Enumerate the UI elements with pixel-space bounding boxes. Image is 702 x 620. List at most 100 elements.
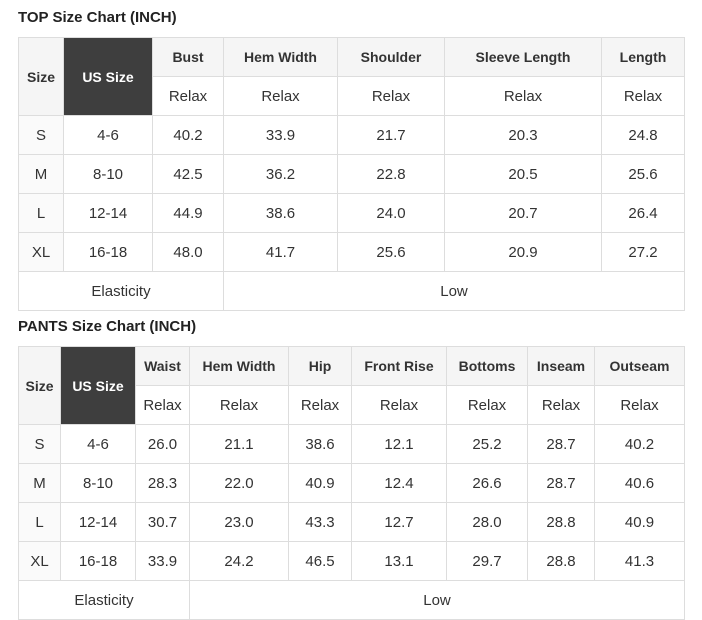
value-cell: 24.0	[337, 193, 445, 233]
column-header: Hem Width	[223, 37, 338, 77]
value-cell: 22.0	[189, 463, 289, 503]
pants-size-header-cell: Size	[18, 346, 61, 425]
column-header: Sleeve Length	[444, 37, 602, 77]
value-cell: 43.3	[288, 502, 352, 542]
column-header: Hem Width	[189, 346, 289, 386]
column-header: Outseam	[594, 346, 685, 386]
us-size-cell: 8-10	[63, 154, 153, 194]
value-cell: 38.6	[223, 193, 338, 233]
relax-cell: Relax	[351, 385, 447, 425]
value-cell: 25.6	[601, 154, 685, 194]
value-cell: 28.8	[527, 541, 595, 581]
top-size-table: Size US Size Bust Hem Width Shoulder Sle…	[18, 37, 685, 311]
table-row: S 4-6 40.2 33.9 21.7 20.3 24.8	[18, 115, 685, 155]
us-size-cell: 8-10	[60, 463, 136, 503]
table-row: L 12-14 30.7 23.0 43.3 12.7 28.0 28.8 40…	[18, 502, 685, 542]
size-cell: XL	[18, 541, 61, 581]
value-cell: 46.5	[288, 541, 352, 581]
relax-cell: Relax	[444, 76, 602, 116]
value-cell: 40.2	[152, 115, 224, 155]
column-header: Inseam	[527, 346, 595, 386]
value-cell: 27.2	[601, 232, 685, 272]
column-header: Hip	[288, 346, 352, 386]
table-row: M 8-10 42.5 36.2 22.8 20.5 25.6	[18, 154, 685, 194]
value-cell: 41.3	[594, 541, 685, 581]
value-cell: 29.7	[446, 541, 528, 581]
value-cell: 21.7	[337, 115, 445, 155]
value-cell: 28.7	[527, 463, 595, 503]
value-cell: 48.0	[152, 232, 224, 272]
value-cell: 28.7	[527, 424, 595, 464]
value-cell: 20.9	[444, 232, 602, 272]
value-cell: 20.5	[444, 154, 602, 194]
value-cell: 28.0	[446, 502, 528, 542]
value-cell: 40.9	[594, 502, 685, 542]
size-cell: M	[18, 463, 61, 503]
pants-us-size-header-cell: US Size	[60, 346, 136, 425]
relax-cell: Relax	[189, 385, 289, 425]
size-cell: L	[18, 502, 61, 542]
value-cell: 23.0	[189, 502, 289, 542]
us-size-cell: 16-18	[60, 541, 136, 581]
value-cell: 33.9	[223, 115, 338, 155]
pants-header-row: Size US Size Waist Hem Width Hip Front R…	[18, 346, 685, 425]
us-size-cell: 16-18	[63, 232, 153, 272]
value-cell: 12.1	[351, 424, 447, 464]
value-cell: 20.7	[444, 193, 602, 233]
table-row: L 12-14 44.9 38.6 24.0 20.7 26.4	[18, 193, 685, 233]
value-cell: 28.8	[527, 502, 595, 542]
relax-cell: Relax	[527, 385, 595, 425]
elasticity-row: Elasticity Low	[18, 271, 685, 311]
us-size-cell: 12-14	[63, 193, 153, 233]
us-size-cell: 4-6	[60, 424, 136, 464]
value-cell: 24.8	[601, 115, 685, 155]
pants-chart-title: PANTS Size Chart (INCH)	[18, 318, 197, 335]
value-cell: 12.7	[351, 502, 447, 542]
column-header: Front Rise	[351, 346, 447, 386]
elasticity-row: Elasticity Low	[18, 580, 685, 620]
table-row: S 4-6 26.0 21.1 38.6 12.1 25.2 28.7 40.2	[18, 424, 685, 464]
elasticity-label-cell: Elasticity	[18, 271, 224, 311]
value-cell: 40.2	[594, 424, 685, 464]
us-size-cell: 12-14	[60, 502, 136, 542]
us-size-cell: 4-6	[63, 115, 153, 155]
pants-size-table: Size US Size Waist Hem Width Hip Front R…	[18, 346, 685, 620]
top-fit-row: Relax Relax Relax Relax Relax	[19, 76, 685, 116]
value-cell: 36.2	[223, 154, 338, 194]
value-cell: 13.1	[351, 541, 447, 581]
value-cell: 22.8	[337, 154, 445, 194]
size-cell: XL	[18, 232, 64, 272]
value-cell: 44.9	[152, 193, 224, 233]
value-cell: 20.3	[444, 115, 602, 155]
column-header: Waist	[135, 346, 190, 386]
table-row: XL 16-18 48.0 41.7 25.6 20.9 27.2	[18, 232, 685, 272]
value-cell: 21.1	[189, 424, 289, 464]
value-cell: 40.9	[288, 463, 352, 503]
value-cell: 28.3	[135, 463, 190, 503]
value-cell: 25.6	[337, 232, 445, 272]
top-chart-title: TOP Size Chart (INCH)	[18, 9, 177, 26]
elasticity-value-cell: Low	[189, 580, 685, 620]
relax-cell: Relax	[337, 76, 445, 116]
table-row: M 8-10 28.3 22.0 40.9 12.4 26.6 28.7 40.…	[18, 463, 685, 503]
value-cell: 41.7	[223, 232, 338, 272]
top-size-header-cell: Size	[18, 37, 64, 116]
value-cell: 33.9	[135, 541, 190, 581]
elasticity-value-cell: Low	[223, 271, 685, 311]
elasticity-label-cell: Elasticity	[18, 580, 190, 620]
relax-cell: Relax	[152, 76, 224, 116]
size-cell: L	[18, 193, 64, 233]
value-cell: 24.2	[189, 541, 289, 581]
column-header: Bust	[152, 37, 224, 77]
column-header: Length	[601, 37, 685, 77]
size-cell: S	[18, 115, 64, 155]
relax-cell: Relax	[135, 385, 190, 425]
value-cell: 42.5	[152, 154, 224, 194]
value-cell: 26.6	[446, 463, 528, 503]
value-cell: 40.6	[594, 463, 685, 503]
pants-fit-row: Relax Relax Relax Relax Relax Relax Rela…	[19, 385, 685, 425]
relax-cell: Relax	[288, 385, 352, 425]
value-cell: 26.4	[601, 193, 685, 233]
value-cell: 25.2	[446, 424, 528, 464]
relax-cell: Relax	[601, 76, 685, 116]
